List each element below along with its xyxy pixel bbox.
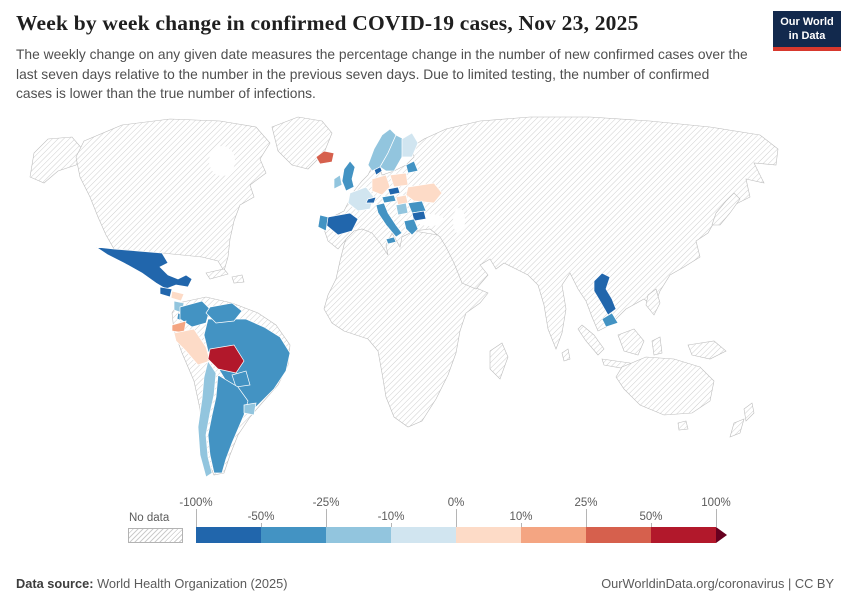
legend-bin[interactable] bbox=[651, 527, 716, 543]
continent-eurasia bbox=[323, 116, 779, 350]
legend-bin[interactable] bbox=[586, 527, 651, 543]
world-map-svg[interactable] bbox=[10, 110, 840, 496]
legend-tick-label: 100% bbox=[701, 497, 731, 509]
legend-tick-mark bbox=[326, 509, 327, 527]
country-greece[interactable] bbox=[403, 218, 419, 236]
country-paraguay[interactable] bbox=[231, 370, 251, 388]
legend-color-bar bbox=[196, 527, 716, 543]
country-mexico[interactable] bbox=[95, 246, 193, 290]
chart-footer: Data source: World Health Organization (… bbox=[0, 576, 850, 591]
country-portugal[interactable] bbox=[317, 214, 329, 232]
country-germany[interactable] bbox=[371, 174, 391, 196]
country-honduras[interactable] bbox=[170, 290, 185, 302]
legend-tick-label: -25% bbox=[312, 497, 340, 509]
island-cuba bbox=[205, 268, 229, 280]
owid-logo-line1: Our World bbox=[780, 15, 834, 28]
legend-tick-label: -50% bbox=[247, 511, 275, 523]
no-data-label: No data bbox=[129, 512, 170, 524]
legend-tick-label: -10% bbox=[377, 511, 405, 523]
caspian-sea bbox=[453, 208, 465, 234]
island-sri-lanka bbox=[561, 348, 571, 362]
no-data-landmasses bbox=[29, 116, 779, 476]
country-czechia[interactable] bbox=[387, 186, 401, 196]
country-united-kingdom[interactable] bbox=[341, 160, 356, 192]
island-tasmania bbox=[677, 420, 689, 431]
country-ireland[interactable] bbox=[333, 174, 343, 190]
country-thailand[interactable] bbox=[593, 272, 617, 316]
country-argentina[interactable] bbox=[207, 374, 249, 474]
legend-tick-mark bbox=[391, 523, 392, 527]
island-sumatra bbox=[577, 324, 605, 356]
country-italy-sicily[interactable] bbox=[385, 236, 397, 245]
data-source-label: Data source: bbox=[16, 576, 94, 591]
legend-open-ended-arrow bbox=[716, 527, 727, 543]
country-malaysia[interactable] bbox=[601, 312, 619, 328]
legend-tick-mark bbox=[521, 523, 522, 527]
country-colombia[interactable] bbox=[179, 300, 211, 328]
legend-tick-label: 25% bbox=[574, 497, 598, 509]
legend-tick-mark bbox=[586, 509, 587, 527]
island-hispaniola bbox=[231, 274, 245, 284]
island-new-guinea bbox=[687, 340, 727, 360]
country-italy[interactable] bbox=[375, 202, 403, 238]
island-borneo bbox=[617, 328, 645, 356]
country-chile[interactable] bbox=[197, 360, 217, 478]
world-map[interactable] bbox=[10, 110, 840, 501]
legend-bar-wrap: -100% -50% -25% -10% 0% 10% 25% 50% 100% bbox=[179, 496, 731, 546]
page-title: Week by week change in confirmed COVID-1… bbox=[16, 11, 639, 35]
data-countries bbox=[95, 128, 619, 478]
legend-tick-mark bbox=[456, 509, 457, 527]
legend-bin[interactable] bbox=[521, 527, 586, 543]
continent-australia bbox=[615, 356, 715, 416]
country-romania[interactable] bbox=[407, 200, 427, 214]
legend-tick-mark bbox=[651, 523, 652, 527]
legend-tick-label: 10% bbox=[509, 511, 533, 523]
continent-alaska bbox=[29, 136, 85, 184]
country-austria[interactable] bbox=[381, 194, 397, 204]
map-legend: No data -100% -50% -25% -10% 0% 10% 25% 50% 100% bbox=[0, 496, 850, 550]
country-lithuania[interactable] bbox=[405, 160, 419, 174]
legend-tick-label: 0% bbox=[447, 497, 465, 509]
owid-logo-line2: in Data bbox=[788, 30, 826, 42]
country-venezuela[interactable] bbox=[205, 302, 243, 324]
country-poland[interactable] bbox=[389, 172, 409, 188]
hudson-bay bbox=[209, 146, 235, 176]
island-sulawesi bbox=[651, 336, 663, 356]
legend-bin[interactable] bbox=[196, 527, 261, 543]
island-japan bbox=[711, 192, 741, 226]
legend-tick-mark bbox=[196, 509, 197, 527]
chart-subtitle: The weekly change on any given date meas… bbox=[16, 47, 748, 102]
country-iceland[interactable] bbox=[315, 150, 335, 165]
country-france[interactable] bbox=[347, 186, 375, 212]
legend-bin[interactable] bbox=[391, 527, 456, 543]
country-serbia[interactable] bbox=[395, 202, 409, 216]
island-philippines bbox=[645, 288, 661, 316]
data-source-text: World Health Organization (2025) bbox=[93, 576, 288, 591]
country-peru[interactable] bbox=[173, 328, 211, 366]
legend-tick-mark bbox=[261, 523, 262, 527]
island-madagascar bbox=[489, 342, 509, 380]
credit-link[interactable]: OurWorldinData.org/coronavirus | CC BY bbox=[601, 576, 834, 591]
country-finland[interactable] bbox=[401, 132, 419, 158]
owid-logo[interactable]: Our World in Data bbox=[773, 11, 841, 51]
country-bulgaria[interactable] bbox=[411, 210, 427, 222]
country-bolivia[interactable] bbox=[207, 344, 245, 374]
legend-tick-mark bbox=[716, 509, 717, 527]
country-guatemala[interactable] bbox=[159, 286, 173, 298]
island-new-zealand-south bbox=[729, 418, 745, 438]
island-new-zealand-north bbox=[743, 402, 755, 422]
legend-bin[interactable] bbox=[456, 527, 521, 543]
country-uruguay[interactable] bbox=[243, 402, 257, 416]
data-source-line[interactable]: Data source: World Health Organization (… bbox=[16, 576, 287, 591]
no-data-swatch[interactable] bbox=[128, 528, 183, 543]
legend-tick-label: 50% bbox=[639, 511, 663, 523]
country-switzerland[interactable] bbox=[365, 196, 377, 204]
legend-tick-label: -100% bbox=[179, 497, 213, 509]
inland-seas bbox=[209, 146, 465, 234]
legend-bin[interactable] bbox=[326, 527, 391, 543]
legend-bin[interactable] bbox=[261, 527, 326, 543]
